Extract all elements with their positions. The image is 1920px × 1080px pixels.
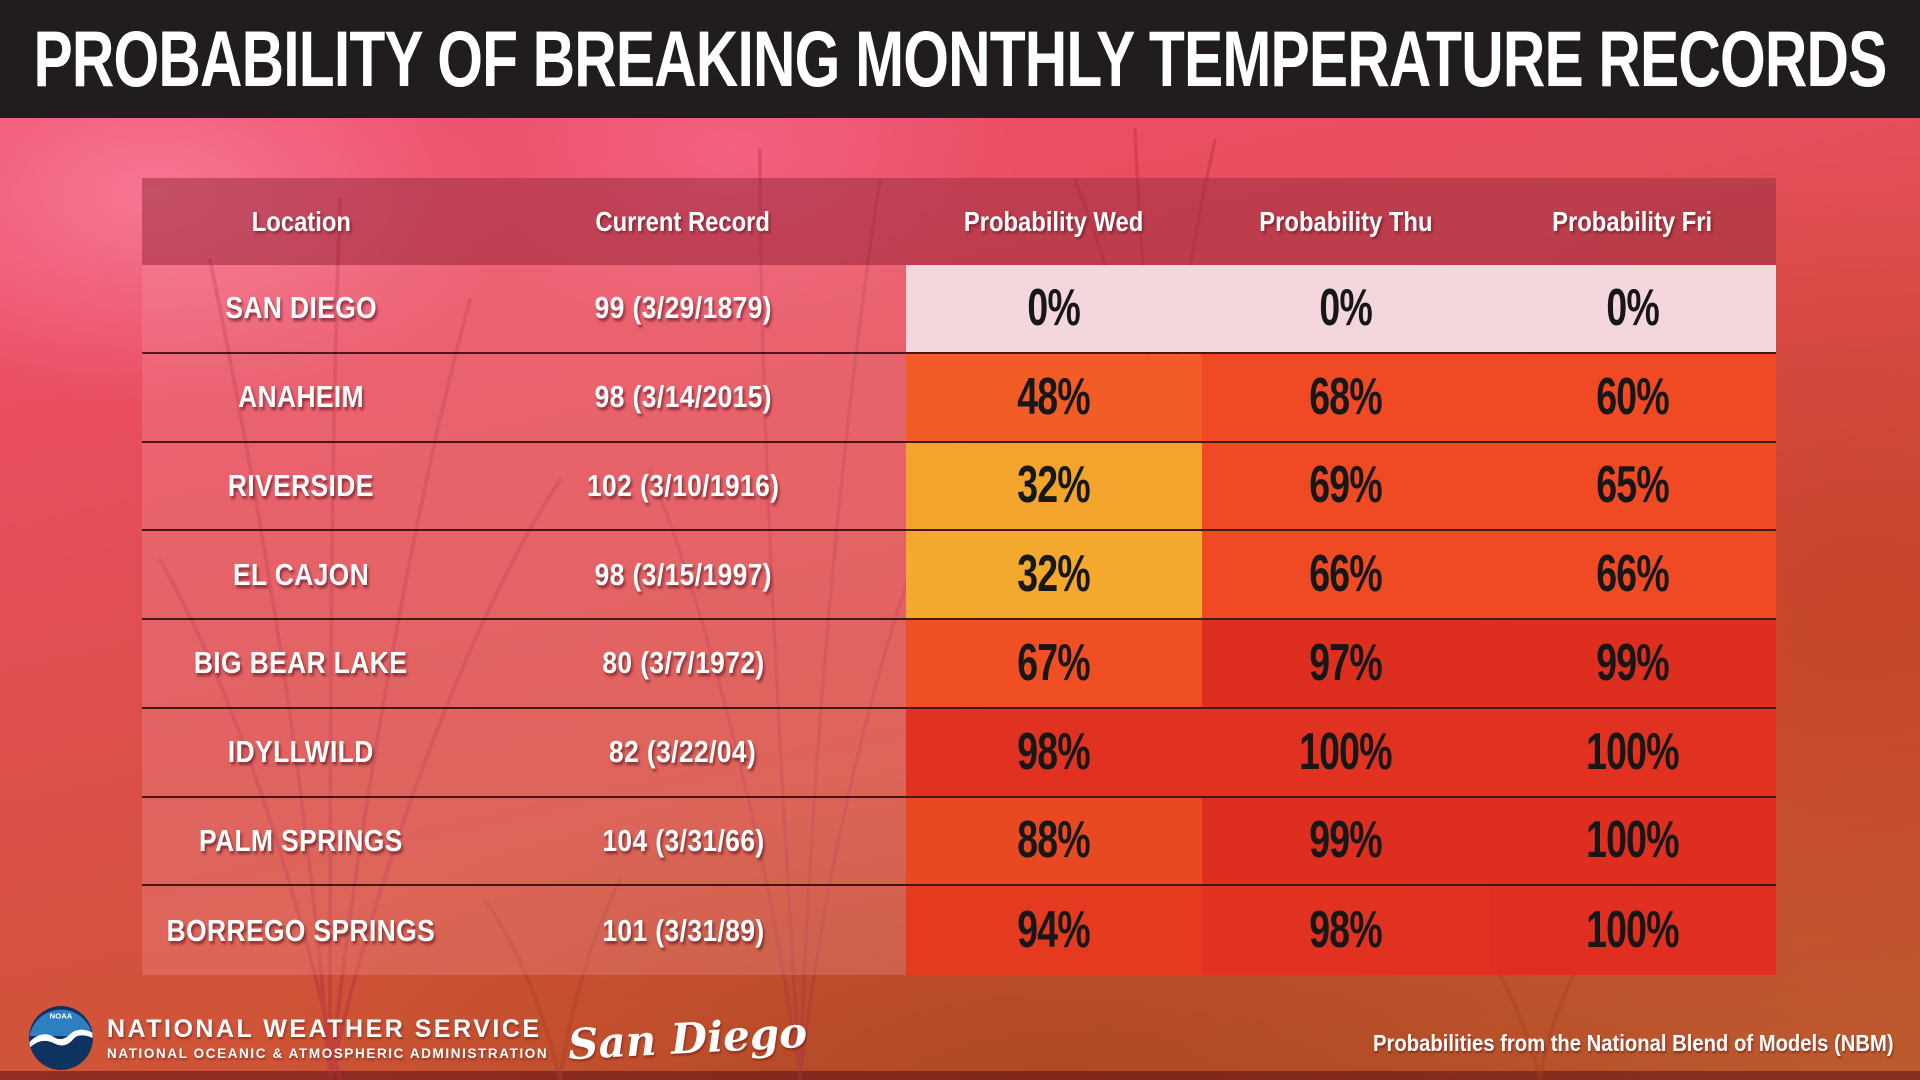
- cell-probability-fri: 100%: [1489, 797, 1776, 885]
- cell-current-record: 82 (3/22/04): [460, 708, 906, 796]
- cell-location: PALM SPRINGS: [142, 797, 460, 885]
- cell-location: ANAHEIM: [142, 353, 460, 441]
- table-header-row: Location Current Record Probability Wed …: [142, 178, 1776, 265]
- page-title: PROBABILITY OF BREAKING MONTHLY TEMPERAT…: [33, 15, 1887, 103]
- column-header-location: Location: [251, 205, 351, 237]
- title-bar: PROBABILITY OF BREAKING MONTHLY TEMPERAT…: [0, 0, 1920, 118]
- cell-probability-thu: 68%: [1202, 353, 1489, 441]
- records-table: Location Current Record Probability Wed …: [142, 178, 1776, 975]
- cell-probability-wed: 88%: [906, 797, 1202, 885]
- cell-location: SAN DIEGO: [142, 265, 460, 352]
- cell-location: EL CAJON: [142, 531, 460, 618]
- table-row: BIG BEAR LAKE 80 (3/7/1972) 67% 97% 99%: [142, 620, 1776, 709]
- cell-location: BORREGO SPRINGS: [142, 886, 460, 975]
- cell-current-record: 98 (3/15/1997): [460, 531, 906, 618]
- cell-probability-thu: 97%: [1202, 620, 1489, 707]
- table-row: RIVERSIDE 102 (3/10/1916) 32% 69% 65%: [142, 442, 1776, 532]
- cell-probability-fri: 66%: [1489, 531, 1776, 618]
- cell-current-record: 80 (3/7/1972): [460, 620, 906, 707]
- column-header-probability-thu: Probability Thu: [1258, 205, 1433, 237]
- cell-probability-fri: 0%: [1489, 265, 1776, 352]
- table-row: BORREGO SPRINGS 101 (3/31/89) 94% 98% 10…: [142, 886, 1776, 975]
- cell-probability-fri: 99%: [1489, 620, 1776, 707]
- cell-probability-thu: 69%: [1202, 442, 1489, 530]
- table-row: PALM SPRINGS 104 (3/31/66) 88% 99% 100%: [142, 797, 1776, 887]
- cell-probability-wed: 32%: [906, 442, 1202, 530]
- cell-probability-wed: 0%: [906, 265, 1202, 352]
- cell-probability-wed: 48%: [906, 353, 1202, 441]
- cell-probability-fri: 100%: [1489, 708, 1776, 796]
- source-note: Probabilities from the National Blend of…: [1373, 1030, 1894, 1056]
- cell-location: IDYLLWILD: [142, 708, 460, 796]
- cell-probability-wed: 67%: [906, 620, 1202, 707]
- noaa-logo-icon: NOAA: [29, 1006, 93, 1070]
- cell-location: RIVERSIDE: [142, 442, 460, 530]
- column-header-current-record: Current Record: [595, 205, 771, 237]
- cell-current-record: 101 (3/31/89): [460, 886, 906, 975]
- cell-probability-wed: 98%: [906, 708, 1202, 796]
- column-header-probability-fri: Probability Fri: [1552, 205, 1713, 237]
- table-row: SAN DIEGO 99 (3/29/1879) 0% 0% 0%: [142, 265, 1776, 354]
- cell-current-record: 102 (3/10/1916): [460, 442, 906, 530]
- table-row: IDYLLWILD 82 (3/22/04) 98% 100% 100%: [142, 708, 1776, 798]
- cell-probability-thu: 98%: [1202, 886, 1489, 975]
- cell-probability-fri: 100%: [1489, 886, 1776, 975]
- cell-probability-thu: 0%: [1202, 265, 1489, 352]
- cell-probability-wed: 94%: [906, 886, 1202, 975]
- footer-branding: NOAA NATIONAL WEATHER SERVICE NATIONAL O…: [28, 1005, 809, 1071]
- table-row: EL CAJON 98 (3/15/1997) 32% 66% 66%: [142, 531, 1776, 620]
- column-header-probability-wed: Probability Wed: [964, 205, 1144, 237]
- cell-probability-thu: 99%: [1202, 797, 1489, 885]
- office-name: San Diego: [567, 1007, 809, 1069]
- cell-probability-fri: 65%: [1489, 442, 1776, 530]
- agency-line2: NATIONAL OCEANIC & ATMOSPHERIC ADMINISTR…: [107, 1046, 549, 1061]
- cell-probability-thu: 66%: [1202, 531, 1489, 618]
- agency-name-block: NATIONAL WEATHER SERVICE NATIONAL OCEANI…: [107, 1015, 548, 1061]
- cell-probability-wed: 32%: [906, 531, 1202, 618]
- cell-probability-thu: 100%: [1202, 708, 1489, 796]
- cell-current-record: 99 (3/29/1879): [460, 265, 906, 352]
- cell-current-record: 98 (3/14/2015): [460, 353, 906, 441]
- cell-location: BIG BEAR LAKE: [142, 620, 460, 707]
- agency-line1: NATIONAL WEATHER SERVICE: [107, 1015, 542, 1043]
- cell-probability-fri: 60%: [1489, 353, 1776, 441]
- cell-current-record: 104 (3/31/66): [460, 797, 906, 885]
- svg-text:NOAA: NOAA: [50, 1011, 73, 1020]
- table-row: ANAHEIM 98 (3/14/2015) 48% 68% 60%: [142, 353, 1776, 443]
